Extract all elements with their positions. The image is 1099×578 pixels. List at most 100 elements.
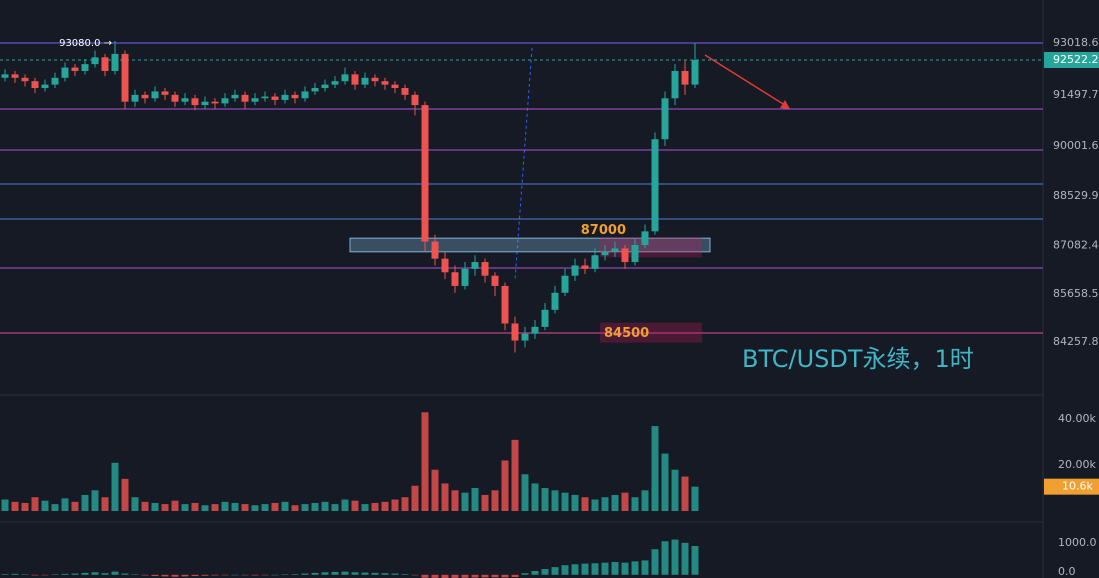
macd-bar [341,571,349,575]
macd-bar [511,574,519,578]
candle-body [541,309,549,327]
candle-body [21,77,29,82]
candle-body [391,84,399,89]
volume-bar [91,490,99,511]
macd-bar [291,574,299,575]
macd-bar [601,562,609,575]
volume-bar [461,492,469,511]
macd-bar [571,564,579,575]
candle-body [311,88,319,92]
volume-bar [41,500,49,511]
candle-body [401,88,409,95]
target-box [600,322,702,343]
volume-tick-label: 40.00k [1058,412,1096,425]
candle-body [11,74,19,78]
y-tick-label: 84257.8 [1053,335,1099,348]
volume-bar [81,494,89,511]
volume-bar [541,488,549,511]
candle-body [661,98,669,140]
volume-bar [51,504,59,511]
candle-body [341,74,349,82]
macd-bar [311,572,319,575]
volume-bar [351,500,359,511]
candle-body [301,91,309,99]
macd-bar [221,574,229,576]
y-tick-label: 90001.6 [1053,139,1099,152]
candle-body [71,67,79,71]
candle-body [41,84,49,89]
macd-bar [531,570,539,575]
candle-body [191,98,199,106]
macd-bar [431,574,439,578]
candle-body [141,94,149,99]
candle-body [621,248,629,263]
macd-bar [51,574,59,575]
macd-bar [351,572,359,575]
macd-bar [651,549,659,575]
volume-bar [141,501,149,511]
macd-bar [671,539,679,575]
candle-body [221,98,229,104]
volume-bar [571,494,579,511]
volume-bar [651,426,659,511]
candle-body [261,96,269,99]
volume-bar [191,502,199,511]
volume-bar [551,490,559,511]
volume-bar [281,501,289,511]
candle-body [411,94,419,106]
macd-bar [151,574,159,577]
macd-bar [391,573,399,575]
macd-bar [481,574,489,578]
candle-body [451,272,459,286]
dashed-line [514,47,533,281]
volume-bar [691,486,699,511]
macd-bar [501,574,509,578]
macd-bar [31,574,39,576]
volume-bar [1,499,9,511]
volume-last-label: 10.6k [1062,480,1093,493]
macd-bar [11,573,19,575]
arrow-head [780,100,790,109]
candle-body [381,81,389,85]
candle-body [1,74,9,78]
volume-bar [291,505,299,511]
volume-bar [221,501,229,511]
high-marker: 93080.0 → [59,38,112,49]
macd-bar [471,574,479,578]
macd-tick-label: 0.0 [1058,565,1076,578]
candle-body [111,53,119,71]
candle-body [181,98,189,102]
volume-bar [631,497,639,511]
candle-body [421,105,429,242]
volume-bar [621,492,629,511]
macd-bar [231,574,239,576]
volume-bar [331,504,339,511]
volume-bar [271,502,279,511]
candle-body [351,74,359,85]
candle-body [101,57,109,71]
volume-bar [211,504,219,511]
volume-bar [661,453,669,511]
volume-bar [151,502,159,511]
volume-bar [401,497,409,511]
candle-body [321,84,329,89]
candle-body [581,265,589,269]
macd-bar [611,562,619,575]
volume-bar [61,498,69,511]
candle-body [591,255,599,269]
candle-body [51,77,59,85]
candle-body [211,101,219,104]
volume-bar [31,497,39,511]
macd-bar [211,574,219,576]
volume-bar [391,499,399,511]
volume-bar [591,499,599,511]
volume-bar [261,504,269,511]
candle-body [501,285,509,324]
candle-body [671,70,679,99]
candle-body [61,67,69,78]
volume-bar [231,502,239,511]
candle-body [561,275,569,293]
candle-body [31,81,39,89]
macd-bar [301,573,309,575]
